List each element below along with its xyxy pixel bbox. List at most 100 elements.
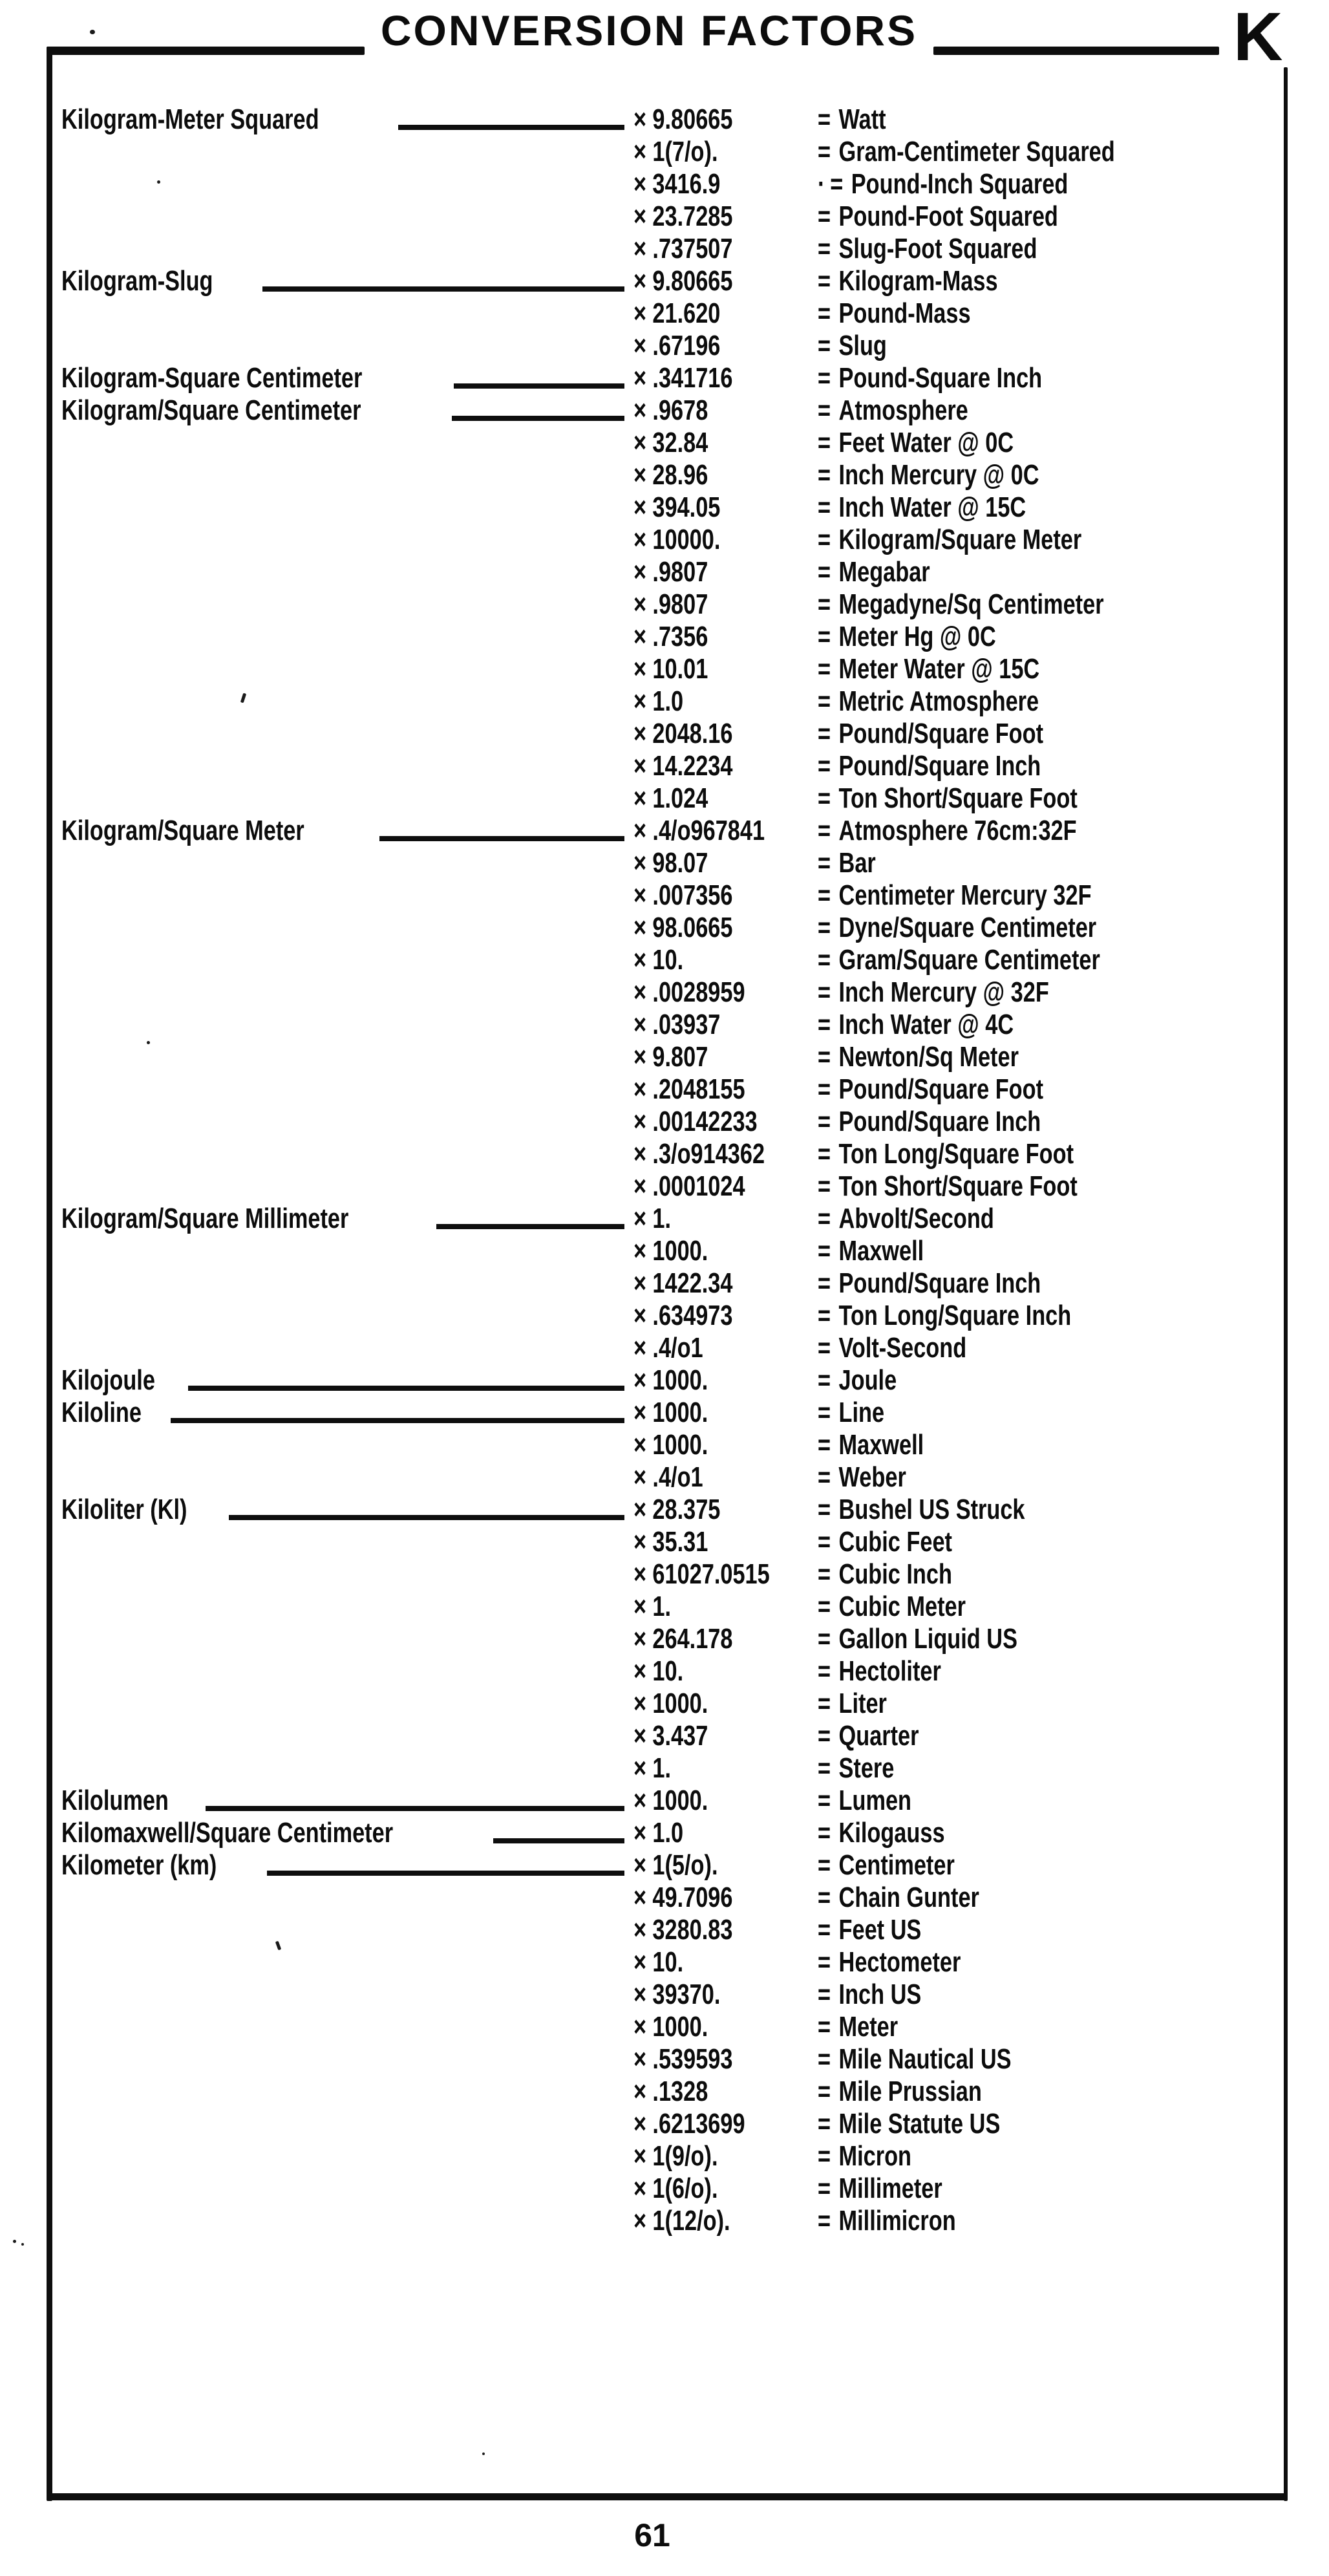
equals-icon: = <box>818 1429 831 1461</box>
table-row: × 1(12/o). = Millimicron <box>61 2205 1267 2237</box>
table-row: × .6213699 = Mile Statute US <box>61 2108 1267 2140</box>
result-unit: Gram-Centimeter Squared <box>838 136 1115 167</box>
result-unit: Millimeter <box>838 2173 942 2204</box>
multiply-value-cell: × .539593 <box>633 2043 818 2076</box>
multiply-value-cell: × .0028959 <box>633 976 818 1009</box>
result-cell: = Inch Water @ 15C <box>818 491 1267 524</box>
equals-icon: = <box>818 1267 831 1299</box>
equals-icon: = <box>818 1979 831 2010</box>
multiply-value-cell: × .9807 <box>633 556 818 588</box>
equals-icon: = <box>818 1914 831 1946</box>
result-unit: Cubic Inch <box>838 1558 952 1590</box>
unit-name: Kilogram-Meter Squared <box>61 103 319 135</box>
multiply-icon: × <box>633 879 647 911</box>
multiply-icon: × <box>633 944 647 976</box>
table-row: × .539593 = Mile Nautical US <box>61 2043 1267 2076</box>
factor-value: 2048.16 <box>652 718 733 749</box>
table-row: × .1328 = Mile Prussian <box>61 2076 1267 2108</box>
scan-speck <box>90 30 95 34</box>
result-cell: = Line <box>818 1397 1267 1429</box>
result-unit: Meter Water @ 15C <box>838 653 1040 685</box>
result-cell: = Weber <box>818 1461 1267 1494</box>
equals-icon: = <box>818 879 831 911</box>
result-cell: = Kilogram/Square Meter <box>818 524 1267 556</box>
multiply-icon: × <box>633 1300 647 1331</box>
multiply-icon: × <box>633 1397 647 1428</box>
unit-name-cell: Kilomaxwell/Square Centimeter <box>61 1817 633 1849</box>
table-row: × .00142233 = Pound/Square Inch <box>61 1106 1267 1138</box>
multiply-icon: × <box>633 718 647 749</box>
result-unit: Inch Water @ 15C <box>838 491 1026 523</box>
multiply-icon: × <box>633 1785 647 1816</box>
multiply-value-cell: × 1. <box>633 1752 818 1785</box>
equals-icon: = <box>818 1946 831 1978</box>
multiply-icon: × <box>633 1170 647 1202</box>
equals-icon: = <box>818 265 831 297</box>
equals-icon: = <box>818 103 831 135</box>
multiply-value-cell: × 10000. <box>633 524 818 556</box>
result-unit: Feet Water @ 0C <box>838 427 1014 458</box>
result-unit: Mile Nautical US <box>838 2043 1012 2075</box>
unit-name-cell <box>61 491 633 524</box>
multiply-value-cell: × 1000. <box>633 1397 818 1429</box>
result-unit: Pound/Square Inch <box>838 750 1041 782</box>
equals-icon: = <box>818 718 831 749</box>
factor-value: 10000. <box>652 524 721 555</box>
result-unit: Cubic Feet <box>838 1526 952 1558</box>
table-row: × 1. = Stere <box>61 1752 1267 1785</box>
multiply-value-cell: × 1000. <box>633 1785 818 1817</box>
multiply-icon: × <box>633 1882 647 1913</box>
factor-value: 1.0 <box>652 1817 684 1849</box>
unit-name-cell <box>61 653 633 685</box>
factor-value: .341716 <box>652 362 733 394</box>
unit-name-cell <box>61 847 633 879</box>
result-unit: Inch Mercury @ 32F <box>838 976 1049 1008</box>
equals-icon: = <box>818 459 831 491</box>
equals-icon: = <box>818 782 831 814</box>
multiply-value-cell: × .03937 <box>633 1009 818 1041</box>
section-letter: K <box>1233 0 1283 75</box>
equals-icon: = <box>818 1526 831 1558</box>
equals-icon: = <box>818 2011 831 2043</box>
result-cell: = Meter <box>818 2011 1267 2043</box>
unit-name-cell: Kilogram/Square Millimeter <box>61 1203 633 1235</box>
unit-name-cell <box>61 2011 633 2043</box>
result-cell: = Bushel US Struck <box>818 1494 1267 1526</box>
factor-value: .03937 <box>652 1009 721 1040</box>
multiply-value-cell: × 1. <box>633 1591 818 1623</box>
result-cell: = Inch Mercury @ 0C <box>818 459 1267 491</box>
table-row: Kilojoule × 1000. = Joule <box>61 1364 1267 1397</box>
result-unit: Volt-Second <box>838 1332 967 1364</box>
unit-name-cell <box>61 750 633 782</box>
leader-line <box>262 265 624 292</box>
table-row: × .9807 = Megadyne/Sq Centimeter <box>61 588 1267 621</box>
unit-name-cell <box>61 427 633 459</box>
multiply-value-cell: × 1.024 <box>633 782 818 815</box>
result-unit: Mile Prussian <box>838 2076 982 2107</box>
unit-name-cell <box>61 1106 633 1138</box>
unit-name-cell <box>61 1979 633 2011</box>
equals-icon: = <box>818 233 831 264</box>
multiply-icon: × <box>633 233 647 264</box>
multiply-icon: × <box>633 200 647 232</box>
result-unit: Feet US <box>838 1914 922 1946</box>
table-row: × .737507 = Slug-Foot Squared <box>61 233 1267 265</box>
factor-value: .00142233 <box>652 1106 758 1137</box>
multiply-icon: × <box>633 1591 647 1622</box>
table-row: Kilomaxwell/Square Centimeter × 1.0 = Kiloga… <box>61 1817 1267 1849</box>
multiply-icon: × <box>633 1817 647 1849</box>
table-row: × 1000. = Liter <box>61 1688 1267 1720</box>
title-rule-right <box>933 47 1219 55</box>
factor-value: .9807 <box>652 556 708 588</box>
result-unit: Inch Mercury @ 0C <box>838 459 1039 491</box>
table-row: × 1000. = Meter <box>61 2011 1267 2043</box>
multiply-value-cell: × 10. <box>633 1946 818 1979</box>
scan-speck <box>21 2243 24 2246</box>
multiply-icon: × <box>633 1526 647 1558</box>
result-cell: = Cubic Inch <box>818 1558 1267 1591</box>
result-unit: Gallon Liquid US <box>838 1623 1017 1655</box>
result-unit: Pound-Inch Squared <box>851 168 1069 200</box>
multiply-icon: × <box>633 782 647 814</box>
result-unit: Atmosphere <box>838 394 968 426</box>
equals-icon: = <box>818 1752 831 1784</box>
